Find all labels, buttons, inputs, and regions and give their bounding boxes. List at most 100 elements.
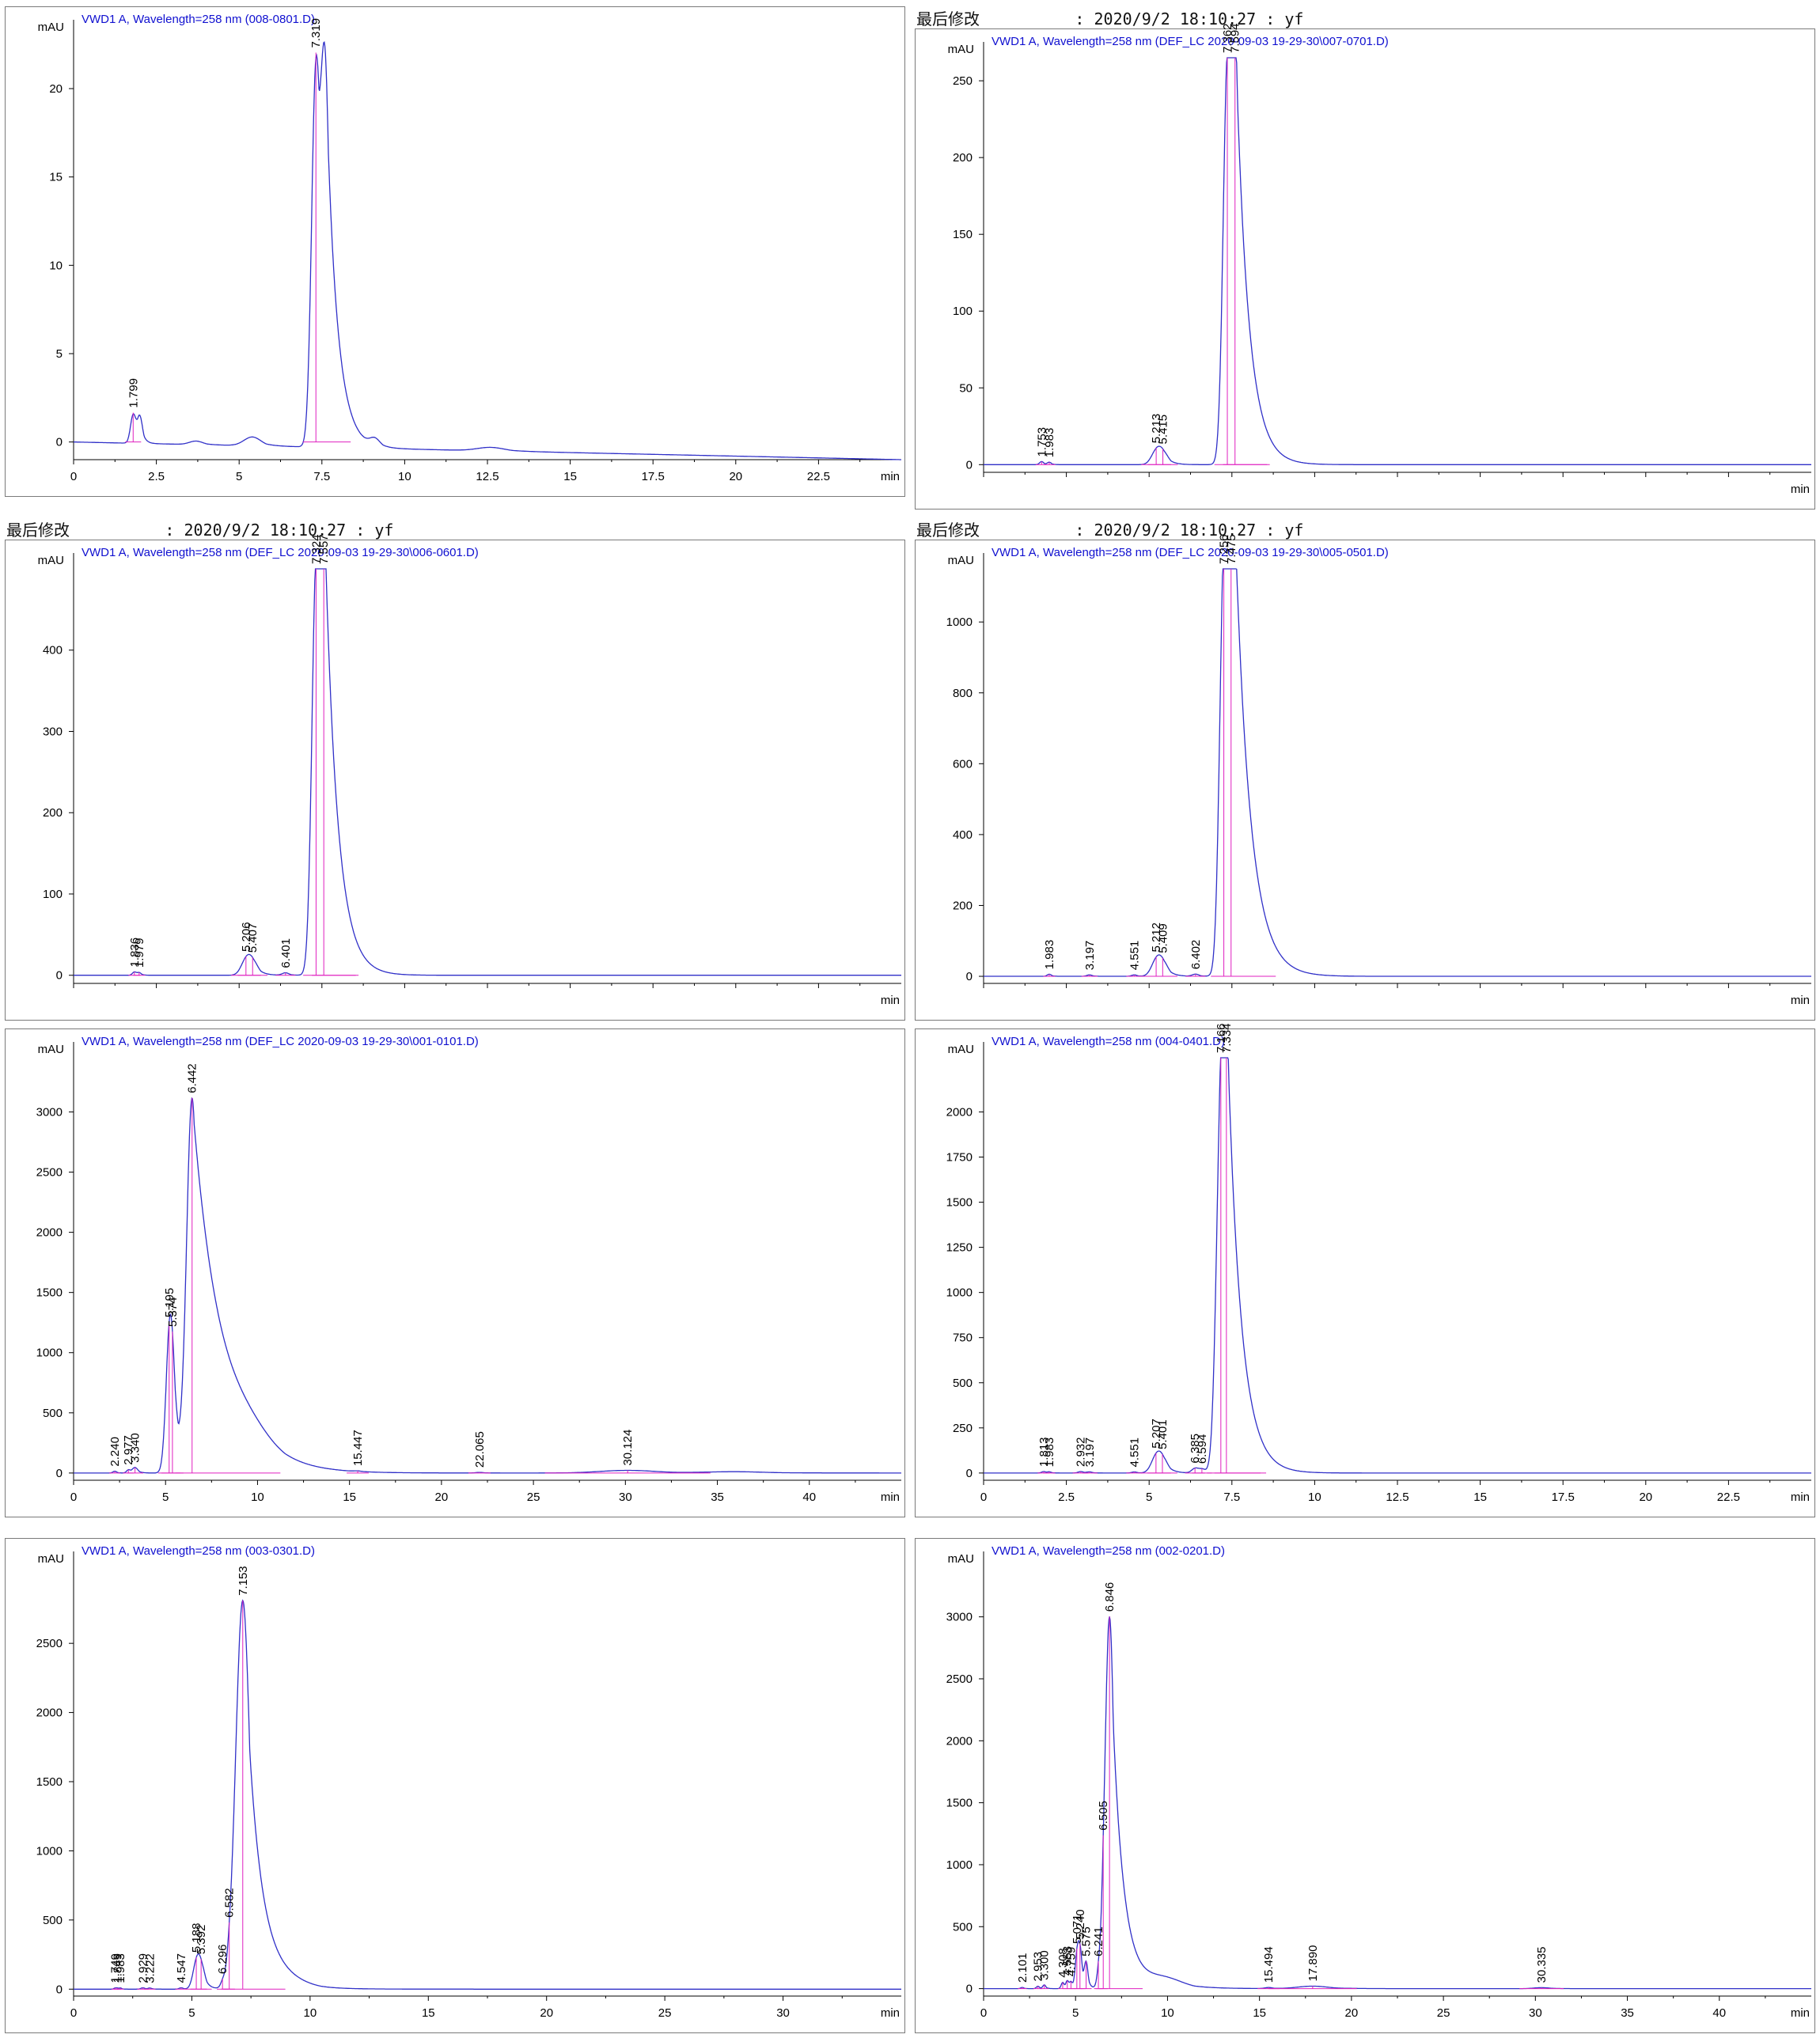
y-tick-label: 200 <box>953 899 973 912</box>
peak-label: 6.594 <box>1196 1434 1209 1464</box>
chart-title: VWD1 A, Wavelength=258 nm (DEF_LC 2020-0… <box>992 35 1389 48</box>
x-tick-label: 15 <box>563 470 577 483</box>
y-tick-label: 100 <box>43 888 63 901</box>
y-tick-label: 250 <box>953 1422 973 1435</box>
x-tick-label: 15 <box>1253 2006 1266 2020</box>
x-tick-label: 12.5 <box>1386 1491 1409 1504</box>
y-tick-label: 250 <box>953 74 973 88</box>
y-tick-label: 10 <box>49 259 63 272</box>
chart-frame: VWD1 A, Wavelength=258 nm (DEF_LC 2020-0… <box>5 540 905 1021</box>
signal-trace <box>74 1098 901 1473</box>
x-axis-unit-label: min <box>1791 1491 1810 1504</box>
y-tick-label: 0 <box>966 1467 973 1480</box>
chromatogram-panel-4: 最后修改 : 2020/9/2 18:10:27 : yf VWD1 A, Wav… <box>910 511 1820 1017</box>
chart-frame: VWD1 A, Wavelength=258 nm (008-0801.D) mA… <box>5 6 905 497</box>
x-tick-label: 17.5 <box>1552 1491 1575 1504</box>
peak-label: 4.551 <box>1128 941 1141 971</box>
signal-trace <box>984 569 1811 976</box>
y-tick-label: 5 <box>56 347 63 361</box>
modified-label: 最后修改 <box>916 521 980 540</box>
y-axis-unit-label: mAU <box>948 43 974 56</box>
y-tick-label: 1750 <box>946 1151 973 1165</box>
peak-label: 1.983 <box>1043 940 1056 970</box>
chromatogram-panel-6: VWD1 A, Wavelength=258 nm (004-0401.D) mA… <box>910 1025 1820 1516</box>
chromatogram-svg: VWD1 A, Wavelength=258 nm (DEF_LC 2020-0… <box>6 540 904 1020</box>
x-tick-label: 20 <box>729 470 742 483</box>
chart-title: VWD1 A, Wavelength=258 nm (DEF_LC 2020-0… <box>82 546 479 559</box>
x-tick-label: 25 <box>1437 2006 1450 2020</box>
chromatogram-svg: VWD1 A, Wavelength=258 nm (DEF_LC 2020-0… <box>916 540 1814 1020</box>
y-tick-label: 500 <box>43 1914 63 1927</box>
x-tick-label: 25 <box>527 1491 540 1504</box>
peak-label: 4.551 <box>1128 1438 1141 1468</box>
y-tick-label: 1500 <box>946 1196 973 1210</box>
chromatogram-svg: VWD1 A, Wavelength=258 nm (DEF_LC 2020-0… <box>916 29 1814 509</box>
modified-value: : 2020/9/2 18:10:27 : yf <box>70 521 393 540</box>
y-tick-label: 0 <box>56 1467 63 1480</box>
peak-label: 6.582 <box>223 1888 237 1918</box>
y-tick-label: 500 <box>953 1920 973 1934</box>
x-tick-label: 0 <box>70 2006 77 2020</box>
x-tick-label: 5 <box>1146 1491 1152 1504</box>
x-tick-label: 15 <box>422 2006 435 2020</box>
peak-label: 7.475 <box>1225 534 1238 564</box>
y-tick-label: 3000 <box>946 1611 973 1624</box>
peak-label: 7.594 <box>1229 23 1242 53</box>
y-tick-label: 1500 <box>36 1286 63 1300</box>
y-tick-label: 0 <box>56 1983 63 1996</box>
chart-frame: VWD1 A, Wavelength=258 nm (DEF_LC 2020-0… <box>915 28 1815 510</box>
chart-title: VWD1 A, Wavelength=258 nm (002-0201.D) <box>992 1544 1225 1558</box>
x-tick-label: 10 <box>1161 2006 1174 2020</box>
x-tick-label: 10 <box>251 1491 264 1504</box>
y-tick-label: 0 <box>56 436 63 449</box>
chart-frame: VWD1 A, Wavelength=258 nm (003-0301.D) mA… <box>5 1538 905 2033</box>
modified-label: 最后修改 <box>916 9 980 28</box>
y-tick-label: 20 <box>49 82 63 96</box>
peak-label: 1.983 <box>1043 1438 1056 1468</box>
peak-label: 17.890 <box>1306 1945 1320 1982</box>
x-tick-label: 40 <box>802 1491 816 1504</box>
x-tick-label: 2.5 <box>148 470 165 483</box>
x-axis-unit-label: min <box>881 2006 900 2020</box>
chart-title: VWD1 A, Wavelength=258 nm (DEF_LC 2020-0… <box>82 1035 479 1048</box>
y-tick-label: 2000 <box>946 1105 973 1119</box>
chart-frame: VWD1 A, Wavelength=258 nm (002-0201.D) mA… <box>915 1538 1815 2033</box>
chart-title: VWD1 A, Wavelength=258 nm (008-0801.D) <box>82 13 315 26</box>
y-tick-label: 0 <box>966 1983 973 1996</box>
x-tick-label: 0 <box>70 470 77 483</box>
x-tick-label: 15 <box>1473 1491 1487 1504</box>
chart-title: VWD1 A, Wavelength=258 nm (003-0301.D) <box>82 1544 315 1558</box>
x-tick-label: 20 <box>1639 1491 1652 1504</box>
peak-label: 15.447 <box>351 1430 365 1466</box>
modified-info: 最后修改 : 2020/9/2 18:10:27 : yf <box>916 517 1303 540</box>
y-tick-label: 50 <box>959 381 973 395</box>
peak-label: 4.759 <box>1064 1947 1078 1977</box>
y-tick-label: 200 <box>43 806 63 820</box>
signal-trace <box>74 569 901 975</box>
chromatogram-svg: VWD1 A, Wavelength=258 nm (008-0801.D) mA… <box>6 7 904 496</box>
y-tick-label: 1000 <box>946 616 973 629</box>
chromatogram-svg: VWD1 A, Wavelength=258 nm (004-0401.D) mA… <box>916 1029 1814 1517</box>
x-tick-label: 35 <box>1621 2006 1634 2020</box>
x-tick-label: 7.5 <box>313 470 330 483</box>
x-tick-label: 20 <box>540 2006 553 2020</box>
peak-label: 6.442 <box>186 1063 199 1093</box>
peak-label: 6.296 <box>216 1945 229 1975</box>
y-tick-label: 150 <box>953 228 973 241</box>
peak-label: 1.983 <box>114 1953 127 1983</box>
x-tick-label: 7.5 <box>1223 1491 1240 1504</box>
chromatogram-panel-8: VWD1 A, Wavelength=258 nm (002-0201.D) mA… <box>910 1535 1820 2033</box>
y-axis-unit-label: mAU <box>948 1043 974 1056</box>
x-tick-label: 15 <box>343 1491 356 1504</box>
y-tick-label: 600 <box>953 757 973 771</box>
y-axis-unit-label: mAU <box>38 21 64 34</box>
peak-label: 3.340 <box>129 1433 142 1463</box>
x-tick-label: 30 <box>776 2006 790 2020</box>
chromatogram-panel-7: VWD1 A, Wavelength=258 nm (003-0301.D) mA… <box>0 1535 910 2033</box>
y-tick-label: 0 <box>966 458 973 472</box>
y-tick-label: 1000 <box>946 1858 973 1872</box>
x-tick-label: 5 <box>1072 2006 1079 2020</box>
x-tick-label: 10 <box>304 2006 317 2020</box>
peak-label: 6.401 <box>279 938 293 968</box>
modified-info: 最后修改 : 2020/9/2 18:10:27 : yf <box>6 517 393 540</box>
